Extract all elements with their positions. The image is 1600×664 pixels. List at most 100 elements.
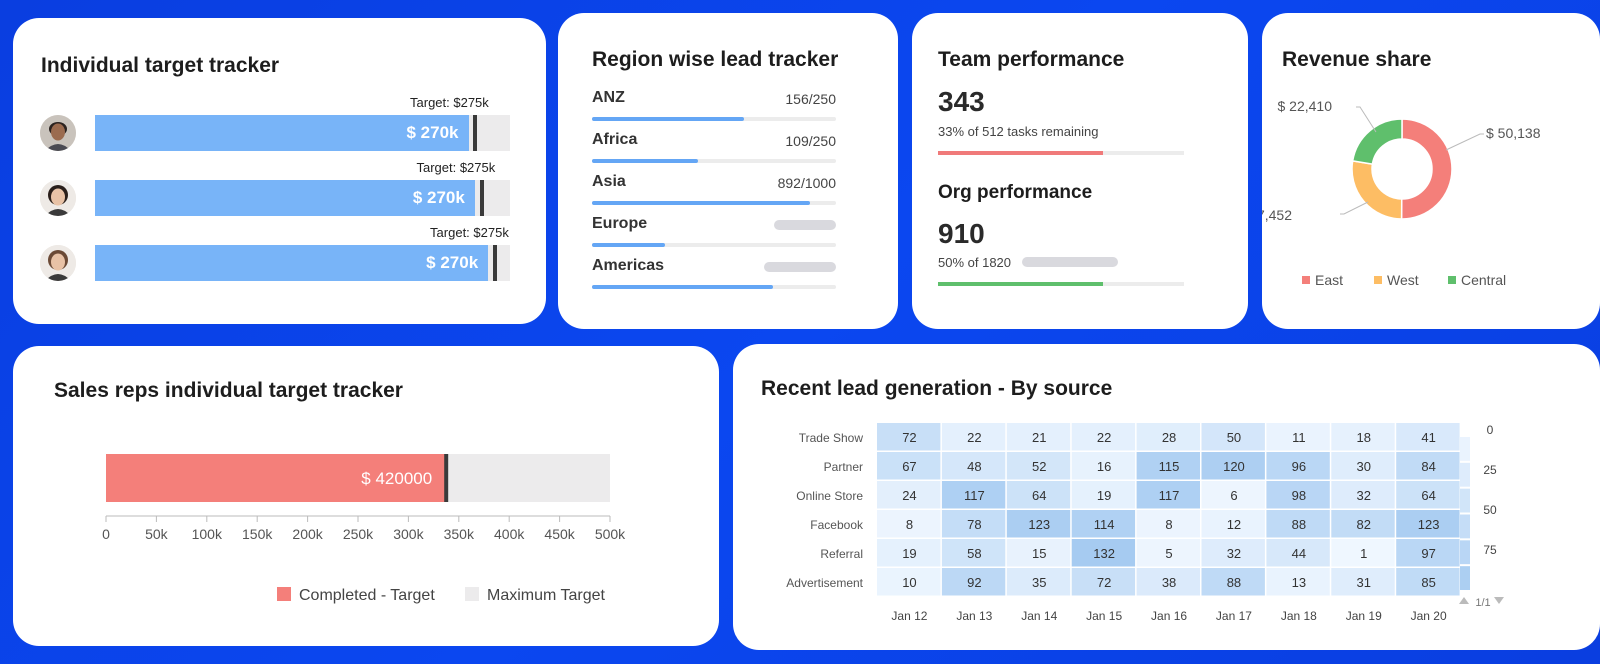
heatmap-cell[interactable] (877, 539, 941, 567)
region-row: Americas (592, 257, 836, 297)
target-value-label: $ 270k (412, 188, 465, 207)
donut-slice-west[interactable] (1351, 160, 1403, 220)
heatmap-cell[interactable] (1396, 452, 1460, 480)
heatmap-cell[interactable] (1201, 568, 1265, 596)
heatmap-cell[interactable] (1331, 423, 1395, 451)
heatmap-cell[interactable] (1136, 510, 1200, 538)
completed-target-bar[interactable] (106, 454, 447, 502)
heatmap-cell[interactable] (877, 452, 941, 480)
legend-label[interactable]: West (1387, 272, 1419, 288)
heatmap-cell[interactable] (1006, 452, 1071, 480)
legend-label[interactable]: Completed - Target (299, 587, 435, 604)
heatmap-cell[interactable] (1006, 481, 1071, 509)
heatmap-cell[interactable] (1331, 539, 1395, 567)
heatmap-row-label: Facebook (810, 518, 864, 532)
heatmap-cell[interactable] (1396, 568, 1460, 596)
target-fill (95, 245, 489, 281)
card-title: Sales reps individual target tracker (54, 379, 403, 402)
heatmap-cell[interactable] (1266, 510, 1330, 538)
heatmap-cell-value: 8 (906, 517, 913, 532)
heatmap-cell[interactable] (1071, 423, 1136, 451)
heatmap-cell[interactable] (1331, 510, 1395, 538)
heatmap-cell-value: 44 (1292, 546, 1306, 561)
heatmap-cell[interactable] (1266, 568, 1330, 596)
legend-label[interactable]: Central (1461, 272, 1506, 288)
color-scale-label: 50 (1483, 503, 1497, 517)
heatmap-cell-value: 12 (1227, 517, 1241, 532)
heatmap-cell[interactable] (1136, 568, 1200, 596)
donut-slice-central[interactable] (1351, 118, 1403, 166)
heatmap-cell[interactable] (1266, 452, 1330, 480)
heatmap-cell[interactable] (1331, 452, 1395, 480)
heatmap-cell[interactable] (1136, 423, 1200, 451)
heatmap-cell[interactable] (1006, 568, 1071, 596)
heatmap-cell[interactable] (1071, 568, 1136, 596)
heatmap-cell[interactable] (1396, 510, 1460, 538)
heatmap-cell[interactable] (941, 539, 1006, 567)
target-marker (444, 454, 449, 502)
legend-swatch (1374, 276, 1382, 284)
heatmap-cell[interactable] (1071, 510, 1136, 538)
legend-label[interactable]: Maximum Target (487, 587, 606, 604)
x-tick-label: 400k (494, 526, 525, 542)
heatmap-cell[interactable] (1201, 423, 1265, 451)
card-title: Region wise lead tracker (592, 48, 839, 71)
heatmap-cell[interactable] (941, 423, 1006, 451)
heatmap-cell[interactable] (877, 510, 941, 538)
heatmap-cell[interactable] (941, 568, 1006, 596)
x-tick-label: 450k (544, 526, 575, 542)
region-progress-fill (592, 285, 773, 289)
heatmap-column-label: Jan 14 (1021, 609, 1057, 623)
heatmap-cell[interactable] (1071, 452, 1136, 480)
target-label: Target: $275k (416, 160, 496, 175)
region-count: 156/250 (785, 91, 836, 107)
lead-generation-card: Recent lead generation - By source Trade… (733, 344, 1600, 650)
heatmap-cell[interactable] (1071, 481, 1136, 509)
heatmap-cell[interactable] (1006, 539, 1071, 567)
pager-up-icon[interactable] (1459, 597, 1469, 604)
heatmap-cell[interactable] (1331, 568, 1395, 596)
donut-slice-east[interactable] (1400, 118, 1453, 220)
heatmap-cell[interactable] (1136, 481, 1200, 509)
heatmap-column-label: Jan 18 (1281, 609, 1317, 623)
heatmap-cell-value: 67 (902, 459, 916, 474)
heatmap-column-label: Jan 15 (1086, 609, 1122, 623)
heatmap-cell[interactable] (1071, 539, 1136, 567)
heatmap-cell[interactable] (877, 423, 941, 451)
heatmap-cell[interactable] (1136, 539, 1200, 567)
x-tick-label: 100k (192, 526, 223, 542)
heatmap-cell[interactable] (1266, 539, 1330, 567)
region-row: Asia 892/1000 (592, 173, 836, 213)
heatmap-cell[interactable] (1006, 510, 1071, 538)
legend-label[interactable]: East (1315, 272, 1343, 288)
slice-value-label: $ 22,410 (1278, 98, 1333, 114)
pager-down-icon[interactable] (1494, 597, 1504, 604)
heatmap-cell[interactable] (1006, 423, 1071, 451)
heatmap-cell[interactable] (1266, 481, 1330, 509)
heatmap-cell[interactable] (1201, 452, 1265, 480)
heatmap-cell-value: 117 (1159, 488, 1180, 503)
heatmap-cell-value: 32 (1227, 546, 1241, 561)
heatmap-cell[interactable] (1331, 481, 1395, 509)
heatmap-cell[interactable] (1396, 423, 1460, 451)
heatmap-cell[interactable] (941, 481, 1006, 509)
heatmap-cell-value: 24 (902, 488, 916, 503)
heatmap-cell[interactable] (1396, 539, 1460, 567)
heatmap-cell[interactable] (1396, 481, 1460, 509)
x-tick-label: 300k (393, 526, 424, 542)
heatmap-cell[interactable] (941, 452, 1006, 480)
heatmap-cell[interactable] (877, 481, 941, 509)
heatmap-cell[interactable] (941, 510, 1006, 538)
org-performance-fill (938, 282, 1103, 286)
x-tick-label: 0 (102, 526, 110, 542)
heatmap-cell[interactable] (1201, 510, 1265, 538)
region-name: Americas (592, 257, 665, 274)
heatmap-cell-value: 115 (1159, 459, 1180, 474)
heatmap-cell[interactable] (1201, 539, 1265, 567)
heatmap-cell[interactable] (1136, 452, 1200, 480)
heatmap-cell[interactable] (877, 568, 941, 596)
heatmap-cell[interactable] (1266, 423, 1330, 451)
placeholder-pill (764, 262, 836, 272)
heatmap-cell[interactable] (1201, 481, 1265, 509)
heatmap-cell-value: 92 (967, 575, 981, 590)
